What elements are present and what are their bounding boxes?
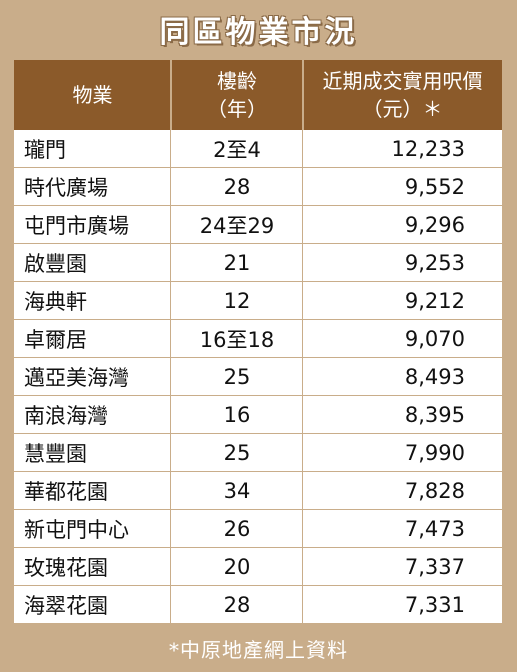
property-age: 34	[223, 478, 251, 503]
property-age: 28	[223, 592, 251, 617]
table-title: 同區物業市況	[159, 15, 358, 50]
column-divider	[170, 130, 171, 624]
property-age: 25	[223, 364, 251, 389]
table-row: 玫瑰花園 20 7,337	[14, 548, 502, 586]
header-divider	[302, 60, 304, 130]
property-age: 12	[223, 288, 251, 313]
property-name: 屯門市廣場	[24, 213, 129, 238]
table-body: 瓏門 2至4 12,233 時代廣場 28 9,552 屯門市廣場 24至29 9,296 啟豐園…	[14, 130, 502, 624]
table-header: 物業 樓齡 （年） 近期成交實用呎價 （元）＊	[14, 60, 502, 130]
header-price-label: 近期成交實用呎價	[322, 69, 483, 93]
property-price: 9,552	[404, 174, 465, 199]
property-name: 慧豐園	[24, 441, 87, 466]
property-age: 25	[223, 440, 251, 465]
table-row: 新屯門中心 26 7,473	[14, 510, 502, 548]
property-name: 南浪海灣	[24, 403, 108, 428]
property-name: 啟豐園	[24, 251, 87, 276]
table-row: 慧豐園 25 7,990	[14, 434, 502, 472]
property-price: 7,828	[404, 478, 465, 503]
header-property: 物業	[14, 60, 171, 130]
property-age: 21	[223, 250, 251, 275]
header-divider	[170, 60, 172, 130]
column-divider	[302, 130, 303, 624]
header-age-unit: （年）	[207, 97, 267, 121]
property-price: 7,473	[404, 516, 465, 541]
table-row: 瓏門 2至4 12,233	[14, 130, 502, 168]
header-age-label: 樓齡	[217, 69, 257, 93]
property-price: 8,395	[404, 402, 465, 427]
table-row: 屯門市廣場 24至29 9,296	[14, 206, 502, 244]
property-age: 16	[223, 402, 251, 427]
source-note: *中原地產網上資料	[169, 637, 348, 662]
property-name: 海翠花園	[24, 593, 108, 618]
table-row: 海典軒 12 9,212	[14, 282, 502, 320]
property-name: 華都花園	[24, 479, 108, 504]
property-price: 9,253	[404, 250, 465, 275]
header-price-unit: （元）＊	[362, 97, 443, 121]
header-property-label: 物業	[72, 83, 113, 107]
table-row: 啟豐園 21 9,253	[14, 244, 502, 282]
property-price: 9,296	[404, 212, 465, 237]
property-age: 2至4	[213, 137, 261, 162]
property-age: 26	[223, 516, 251, 541]
header-age: 樓齡 （年）	[171, 60, 303, 130]
property-name: 卓爾居	[24, 327, 87, 352]
property-price: 7,990	[404, 440, 465, 465]
property-name: 時代廣場	[24, 175, 108, 200]
property-name: 新屯門中心	[24, 517, 129, 542]
property-price: 12,233	[391, 136, 465, 161]
property-price: 7,337	[404, 554, 465, 579]
header-price: 近期成交實用呎價 （元）＊	[303, 60, 502, 130]
property-age: 20	[223, 554, 251, 579]
property-price: 9,212	[404, 288, 465, 313]
table-row: 時代廣場 28 9,552	[14, 168, 502, 206]
table-row: 南浪海灣 16 8,395	[14, 396, 502, 434]
property-price: 8,493	[404, 364, 465, 389]
property-age: 24至29	[199, 213, 275, 238]
property-name: 邁亞美海灣	[24, 365, 129, 390]
table-row: 邁亞美海灣 25 8,493	[14, 358, 502, 396]
table-row: 海翠花園 28 7,331	[14, 586, 502, 624]
property-age: 28	[223, 174, 251, 199]
table-row: 華都花園 34 7,828	[14, 472, 502, 510]
property-name: 海典軒	[24, 289, 87, 314]
property-name: 玫瑰花園	[24, 555, 108, 580]
property-name: 瓏門	[24, 137, 66, 162]
property-age: 16至18	[199, 327, 275, 352]
property-price: 7,331	[404, 592, 465, 617]
table-row: 卓爾居 16至18 9,070	[14, 320, 502, 358]
property-price: 9,070	[404, 326, 465, 351]
